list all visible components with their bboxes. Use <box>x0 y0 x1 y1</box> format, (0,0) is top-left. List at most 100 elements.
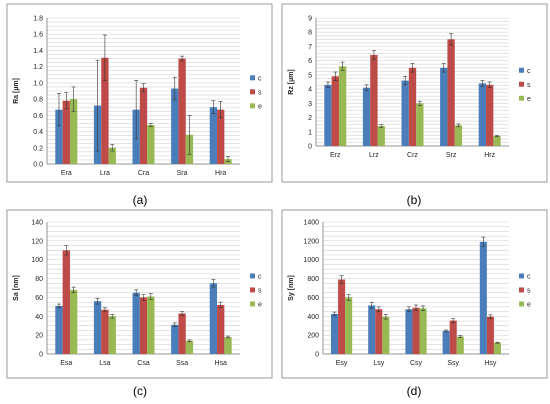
bar-s-Crz <box>408 67 417 146</box>
legend-swatch-e <box>519 95 524 101</box>
x-tick-label: Csy <box>410 360 423 367</box>
bar-e-Lra <box>108 147 116 164</box>
bar-e-Erz <box>338 66 347 146</box>
legend-swatch-c <box>519 273 524 279</box>
bar-e-Crz <box>416 103 424 146</box>
bar-c-Esy <box>330 313 339 354</box>
y-tick-label: 1.4 <box>33 48 43 55</box>
x-tick-label: Erz <box>330 152 341 159</box>
x-tick-label: Hra <box>215 170 226 177</box>
legend-label-c: c <box>527 273 531 280</box>
bar-c-Hsa <box>209 283 218 354</box>
bar-c-Lsa <box>93 301 102 354</box>
bar-c-Hrz <box>478 83 487 146</box>
legend-label-c: c <box>258 75 262 82</box>
y-tick-label: 1000 <box>303 257 319 264</box>
bar-e-Ssy <box>456 336 464 354</box>
y-tick-label: 1.2 <box>33 64 43 71</box>
bar-e-Hsa <box>224 337 232 354</box>
bar-c-Ssa <box>171 324 179 354</box>
y-tick-label: 1.6 <box>33 32 43 39</box>
x-tick-label: Lra <box>100 170 110 177</box>
chart-panel-3: 0 200 400 600 800 1000 1200 1400 Sy [nm] Esy Lsy Cs… <box>281 209 548 398</box>
bar-s-Esa <box>62 250 70 354</box>
legend-swatch-c <box>519 67 524 73</box>
y-tick-label: 0 <box>315 352 319 359</box>
bar-s-Csa <box>139 297 148 354</box>
legend-swatch-s <box>250 287 255 293</box>
y-tick-label: 1.0 <box>33 80 43 87</box>
y-tick-label: 3 <box>308 101 312 108</box>
bar-c-Csa <box>132 292 140 354</box>
y-axis-label: Rz [µm] <box>288 69 295 94</box>
bar-s-Lsy <box>375 309 383 354</box>
x-tick-label: Esy <box>336 360 348 367</box>
bar-e-Era <box>69 99 78 164</box>
bar-e-Lsa <box>108 316 116 354</box>
y-tick-label: 120 <box>31 238 43 245</box>
y-tick-label: 4 <box>308 87 312 94</box>
legend-label-s: s <box>258 287 262 294</box>
bar-s-Ssy <box>449 320 457 354</box>
y-tick-label: 0.8 <box>33 97 43 104</box>
y-tick-label: 7 <box>308 44 312 51</box>
legend-label-c: c <box>527 68 531 75</box>
x-tick-label: Lsy <box>373 360 384 367</box>
x-tick-label: Era <box>61 170 72 177</box>
legend-label-s: s <box>258 89 262 96</box>
y-tick-label: 5 <box>308 72 312 79</box>
bar-s-Hsa <box>217 304 225 354</box>
legend-swatch-e <box>250 103 255 109</box>
bar-s-Lrz <box>370 54 378 146</box>
bar-s-Hra <box>217 109 225 164</box>
bar-s-Esy <box>338 279 346 354</box>
x-tick-label: Srz <box>446 152 457 159</box>
legend-swatch-s <box>250 89 255 95</box>
bar-c-Era <box>55 109 63 164</box>
y-axis-label: Sy [nm] <box>288 275 295 301</box>
bar-e-Lsy <box>382 316 390 354</box>
bar-e-Cra <box>147 125 155 164</box>
y-tick-label: 0 <box>39 352 43 359</box>
bar-e-Esy <box>345 297 353 354</box>
bar-s-Era <box>62 100 70 164</box>
bar-c-Hsy <box>479 241 487 354</box>
bar-e-Ssa <box>185 340 194 354</box>
y-tick-label: 800 <box>307 276 319 283</box>
y-tick-label: 1400 <box>303 220 319 227</box>
x-tick-label: Ssy <box>447 360 459 367</box>
x-tick-label: Csa <box>137 360 150 367</box>
y-tick-label: 0.6 <box>33 113 43 120</box>
bar-s-Srz <box>447 39 455 147</box>
bar-s-Erz <box>331 76 339 146</box>
bar-c-Lsy <box>368 305 376 354</box>
y-tick-label: 0.0 <box>33 162 43 169</box>
legend-label-s: s <box>527 82 531 89</box>
bar-s-Hrz <box>486 84 494 146</box>
bar-e-Hrz <box>493 136 501 146</box>
chart-panel-0: 0.0 0.2 0.4 0.6 0.8 1.0 1.2 1.4 1.6 1.8 Ra [µm] Era… <box>6 3 273 207</box>
legend-swatch-e <box>519 301 524 307</box>
legend-label-c: c <box>258 273 262 280</box>
legend-swatch-s <box>519 287 524 293</box>
bar-e-Srz <box>454 125 463 146</box>
y-tick-label: 1.8 <box>33 16 43 23</box>
bar-s-Cra <box>139 87 148 164</box>
x-tick-label: Lrz <box>369 152 379 159</box>
bar-c-Hra <box>209 107 218 164</box>
y-tick-label: 140 <box>31 220 43 227</box>
y-tick-label: 100 <box>31 257 43 264</box>
y-tick-label: 600 <box>307 295 319 302</box>
y-tick-label: 20 <box>35 333 43 340</box>
chart-caption: (d) <box>407 384 422 398</box>
y-tick-label: 6 <box>308 58 312 65</box>
bar-c-Csy <box>405 309 413 354</box>
bar-s-Sra <box>178 58 186 164</box>
bar-e-Csa <box>147 296 155 354</box>
x-tick-label: Ssa <box>176 360 188 367</box>
y-tick-label: 200 <box>307 333 319 340</box>
bar-c-Sra <box>171 88 179 164</box>
y-tick-label: 40 <box>35 314 43 321</box>
y-tick-label: 9 <box>308 16 312 23</box>
